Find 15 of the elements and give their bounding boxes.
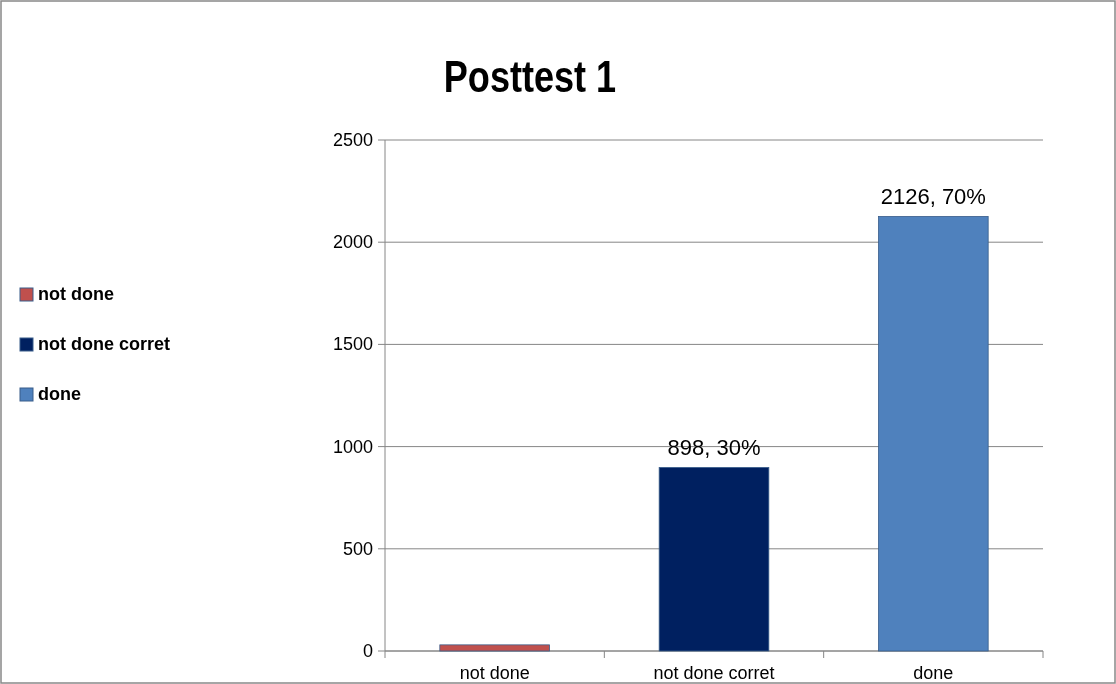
- y-tick-label: 500: [342, 538, 373, 559]
- legend-label: not done: [38, 284, 114, 304]
- chart-title: Posttest 1: [443, 52, 617, 102]
- legend-label: not done corret: [38, 334, 171, 354]
- y-tick-label: 1000: [332, 436, 373, 457]
- data-label: 2126, 70%: [880, 184, 986, 210]
- data-label: 898, 30%: [667, 435, 761, 461]
- legend-label: done: [38, 384, 81, 404]
- y-tick-label: 2500: [332, 130, 373, 150]
- y-tick-label: 0: [362, 641, 373, 661]
- x-tick-label: done: [913, 663, 954, 683]
- x-tick-label: not done corret: [653, 663, 775, 683]
- y-tick-label: 2000: [332, 232, 373, 253]
- x-tick-label: not done: [459, 663, 530, 683]
- y-tick-label: 1500: [332, 334, 373, 355]
